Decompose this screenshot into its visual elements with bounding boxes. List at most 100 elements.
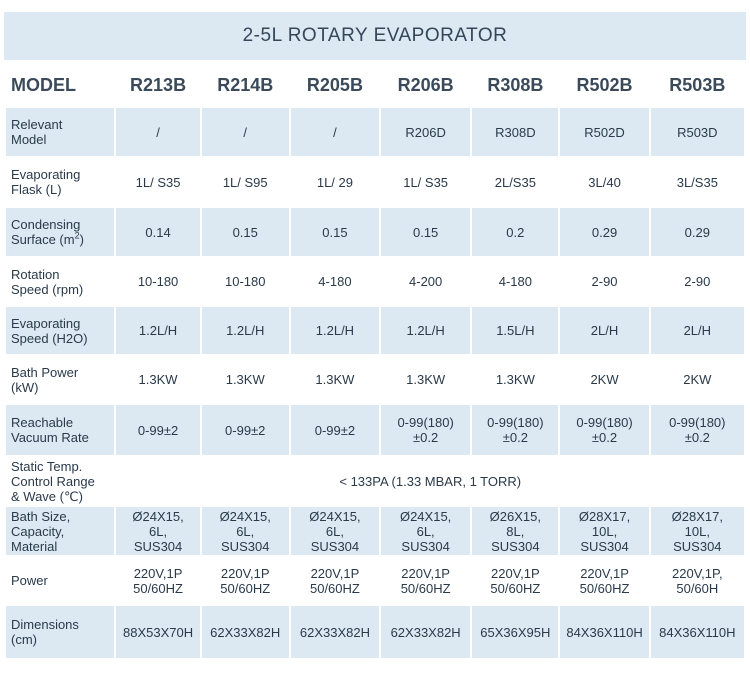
table-row: Relevant Model / / / R206D R308D R502D R503D	[6, 108, 744, 156]
model-header: R308B	[472, 64, 559, 106]
table-cell: 0-99(180) ±0.2	[650, 405, 744, 455]
table-row: Dimensions (cm) 88X53X70H 62X33X82H 62X33X82…	[6, 606, 744, 658]
table-cell: 220V,1P 50/60HZ	[560, 557, 649, 604]
table-cell: Ø24X15, 6L, SUS304	[290, 507, 380, 555]
table-cell: 84X36X110H	[560, 606, 649, 658]
table-row: Bath Size, Capacity, Material Ø24X15, 6L, SUS…	[6, 507, 744, 555]
model-header: R502B	[560, 64, 649, 106]
table-row: Reachable Vacuum Rate 0-99±2 0-99±2 0-99±2 0-…	[6, 405, 744, 455]
table-cell: 2KW	[650, 356, 744, 403]
table-cell: 220V,1P 50/60HZ	[201, 557, 289, 604]
spec-table: MODEL R213B R214B R205B R206B R308B R502B R503B…	[4, 62, 746, 660]
table-cell: R308D	[472, 108, 559, 156]
table-cell: 220V,1P, 50/60H	[650, 557, 744, 604]
table-cell: 1L/ S95	[201, 158, 289, 206]
table-cell: 0-99(180) ±0.2	[560, 405, 649, 455]
table-cell: 0.2	[472, 208, 559, 256]
table-title: 2-5L ROTARY EVAPORATOR	[4, 12, 746, 60]
row-label: Bath Power (kW)	[6, 356, 115, 403]
table-row: Condensing Surface (m2) 0.14 0.15 0.15 0.15 0.…	[6, 208, 744, 256]
table-cell: 4-180	[290, 258, 380, 305]
table-row: Static Temp. Control Range & Wave (℃) < 133…	[6, 457, 744, 505]
table-cell: 62X33X82H	[201, 606, 289, 658]
table-cell: 0-99±2	[116, 405, 200, 455]
table-cell: 0-99±2	[201, 405, 289, 455]
table-cell: /	[201, 108, 289, 156]
table-cell: 10-180	[201, 258, 289, 305]
row-label: Rotation Speed (rpm)	[6, 258, 115, 305]
table-cell: /	[116, 108, 200, 156]
table-cell: R206D	[381, 108, 471, 156]
table-cell: Ø24X15, 6L, SUS304	[116, 507, 200, 555]
table-cell: 0.15	[290, 208, 380, 256]
table-row: Power 220V,1P 50/60HZ 220V,1P 50/60HZ 220V,1P…	[6, 557, 744, 604]
model-header: R206B	[381, 64, 471, 106]
table-cell: 3L/40	[560, 158, 649, 206]
table-cell: 0.29	[650, 208, 744, 256]
table-cell: 1L/ 29	[290, 158, 380, 206]
table-cell: 2L/H	[560, 307, 649, 354]
table-cell: 3L/S35	[650, 158, 744, 206]
row-label: Evaporating Speed (H2O)	[6, 307, 115, 354]
table-cell: 1L/ S35	[381, 158, 471, 206]
spanning-cell: < 133PA (1.33 MBAR, 1 TORR)	[116, 457, 744, 505]
row-label: Evaporating Flask (L)	[6, 158, 115, 206]
table-cell: R502D	[560, 108, 649, 156]
table-cell: 65X36X95H	[472, 606, 559, 658]
header-row: MODEL R213B R214B R205B R206B R308B R502B R503B	[6, 64, 744, 106]
table-cell: 84X36X110H	[650, 606, 744, 658]
row-label: Power	[6, 557, 115, 604]
row-label: Static Temp. Control Range & Wave (℃)	[6, 457, 115, 505]
table-cell: 62X33X82H	[290, 606, 380, 658]
table-cell: 4-180	[472, 258, 559, 305]
table-cell: 4-200	[381, 258, 471, 305]
table-row: Evaporating Flask (L) 1L/ S35 1L/ S95 1L/ 29…	[6, 158, 744, 206]
model-header: R205B	[290, 64, 380, 106]
table-cell: Ø24X15, 6L, SUS304	[201, 507, 289, 555]
table-cell: 0-99(180) ±0.2	[381, 405, 471, 455]
model-header: R503B	[650, 64, 744, 106]
table-cell: 2-90	[650, 258, 744, 305]
table-cell: 62X33X82H	[381, 606, 471, 658]
table-cell: 220V,1P 50/60HZ	[290, 557, 380, 604]
table-cell: 0.15	[381, 208, 471, 256]
table-cell: R503D	[650, 108, 744, 156]
table-cell: 1.3KW	[116, 356, 200, 403]
table-cell: Ø24X15, 6L, SUS304	[381, 507, 471, 555]
table-cell: 0-99±2	[290, 405, 380, 455]
table-cell: 1.5L/H	[472, 307, 559, 354]
table-row: Bath Power (kW) 1.3KW 1.3KW 1.3KW 1.3KW 1.3KW 2…	[6, 356, 744, 403]
table-cell: 0.15	[201, 208, 289, 256]
table-cell: Ø28X17, 10L, SUS304	[650, 507, 744, 555]
table-row: Rotation Speed (rpm) 10-180 10-180 4-180 4-20…	[6, 258, 744, 305]
row-label: Dimensions (cm)	[6, 606, 115, 658]
row-label: Condensing Surface (m2)	[6, 208, 115, 256]
table-cell: 1.2L/H	[381, 307, 471, 354]
table-cell: 10-180	[116, 258, 200, 305]
table-cell: 1.3KW	[201, 356, 289, 403]
model-header: R213B	[116, 64, 200, 106]
table-cell: 1L/ S35	[116, 158, 200, 206]
table-cell: 1.2L/H	[201, 307, 289, 354]
table-cell: 2L/H	[650, 307, 744, 354]
table-cell: 220V,1P 50/60HZ	[472, 557, 559, 604]
table-cell: 1.2L/H	[116, 307, 200, 354]
table-cell: 220V,1P 50/60HZ	[381, 557, 471, 604]
table-row: Evaporating Speed (H2O) 1.2L/H 1.2L/H 1.2L/H…	[6, 307, 744, 354]
header-label: MODEL	[6, 64, 115, 106]
table-cell: 1.3KW	[290, 356, 380, 403]
table-cell: 0.29	[560, 208, 649, 256]
row-label: Reachable Vacuum Rate	[6, 405, 115, 455]
row-label: Relevant Model	[6, 108, 115, 156]
row-label: Bath Size, Capacity, Material	[6, 507, 115, 555]
table-cell: /	[290, 108, 380, 156]
table-cell: 2L/S35	[472, 158, 559, 206]
table-cell: Ø26X15, 8L, SUS304	[472, 507, 559, 555]
table-cell: 1.3KW	[472, 356, 559, 403]
table-cell: 0.14	[116, 208, 200, 256]
table-cell: 0-99(180) ±0.2	[472, 405, 559, 455]
table-cell: 2KW	[560, 356, 649, 403]
table-cell: 220V,1P 50/60HZ	[116, 557, 200, 604]
table-cell: Ø28X17, 10L, SUS304	[560, 507, 649, 555]
table-cell: 1.3KW	[381, 356, 471, 403]
